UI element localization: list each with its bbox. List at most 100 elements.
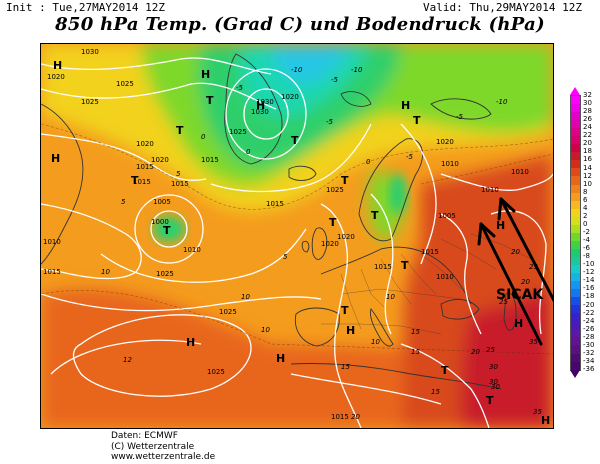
temp-label: 15 xyxy=(431,388,440,396)
colorbar-tick-label: 12 xyxy=(583,171,592,180)
border-5 xyxy=(420,253,462,290)
isobar-label: 1015 xyxy=(171,180,189,188)
low-center-5: T xyxy=(291,134,299,147)
isobar-label: 1030 xyxy=(256,98,274,106)
isobar-label: 1020 xyxy=(337,233,355,241)
coast-novaya-zemlya xyxy=(430,98,492,120)
low-center-8: T xyxy=(329,216,337,229)
colorbar-tick-label: -36 xyxy=(583,365,595,373)
coast-scandinavia xyxy=(358,138,423,242)
temp-label: 20 xyxy=(351,413,360,421)
colorbar-segment xyxy=(571,313,580,322)
temp-label: 0 xyxy=(201,133,206,141)
colorbar-tick-label: 4 xyxy=(583,203,588,212)
isobar-label: 1025 xyxy=(207,368,225,376)
colorbar-segment xyxy=(571,96,580,105)
temperature-labels: -10 -5 -10 -5 0 5 10 15 20 25 30 35 -5 0… xyxy=(101,66,542,421)
colorbar-segment xyxy=(571,361,580,370)
temp-label: 20 xyxy=(511,248,520,256)
colorbar-tick-label: -4 xyxy=(583,236,590,245)
isobar-1 xyxy=(41,57,272,75)
high-center-7: H xyxy=(276,352,285,365)
colorbar-tick-label: -34 xyxy=(583,356,595,365)
colorbar-tick-label: 14 xyxy=(583,163,592,172)
colorbar-tick-label: -16 xyxy=(583,284,595,293)
temp-label: 10 xyxy=(261,326,270,334)
colorbar-tick-label: 16 xyxy=(583,155,592,164)
isobar-3 xyxy=(41,133,207,181)
temp-label: -10 xyxy=(291,66,303,74)
colorbar-tick-label: 18 xyxy=(583,147,592,156)
colorbar-tick-label: -32 xyxy=(583,348,595,357)
colorbar-arrow-down xyxy=(570,370,580,378)
credits-website: www.wetterzentrale.de xyxy=(111,452,216,462)
isobar-high-1025 xyxy=(72,314,252,397)
isobar-greenland-high-inner xyxy=(243,88,289,140)
isobar-5 xyxy=(100,228,307,283)
low-center-1: T xyxy=(163,224,171,237)
high-center-3: H xyxy=(256,99,265,112)
low-center-12: T xyxy=(486,394,494,407)
temp-zone-low-green xyxy=(153,216,185,242)
temp-label: 30 xyxy=(491,383,500,391)
coast-ireland xyxy=(301,240,310,253)
isobar-12 xyxy=(440,173,553,191)
low-center-13: T xyxy=(441,364,449,377)
border-3 xyxy=(380,258,412,305)
colorbar-tick-label: 10 xyxy=(583,179,592,188)
colorbar-segment xyxy=(571,264,580,274)
isobar-9 xyxy=(320,203,362,428)
isobar-10 xyxy=(370,193,394,335)
temp-label: -5 xyxy=(456,113,464,121)
isobar-greenland-high xyxy=(225,68,307,160)
isobar-8 xyxy=(210,123,372,193)
high-center-4: H xyxy=(401,99,410,112)
temp-contour-15 xyxy=(41,290,553,355)
isobar-label: 1010 xyxy=(481,186,499,194)
isobar-label: 1000 xyxy=(151,218,169,226)
isobar-label: 1010 xyxy=(436,273,454,281)
colorbar-tick-label: -30 xyxy=(583,340,595,349)
colorbar-segment xyxy=(571,120,580,129)
isobar-16 xyxy=(290,373,442,405)
isobar-label: 1015 xyxy=(421,248,439,256)
isobar-4 xyxy=(41,203,142,280)
temp-label: -10 xyxy=(496,98,508,106)
colorbar-segment xyxy=(571,152,580,161)
colorbar-segment xyxy=(571,216,580,225)
colorbar-tick-label: 20 xyxy=(583,139,592,148)
isobar-label: 1015 xyxy=(201,156,219,164)
border-4 xyxy=(400,253,437,295)
isobar-11 xyxy=(400,123,437,265)
isobar-label: 1020 xyxy=(136,140,154,148)
temp-label: 25 xyxy=(499,298,508,306)
low-center-4: T xyxy=(176,124,184,137)
colorbar-segment xyxy=(571,289,580,298)
temp-label: 10 xyxy=(386,293,395,301)
temp-label: 15 xyxy=(411,328,420,336)
isobar-13 xyxy=(440,213,482,335)
colorbar-tick-label: 6 xyxy=(583,195,588,204)
temp-label: 10 xyxy=(371,338,380,346)
colorbar-segment xyxy=(571,240,580,249)
colorbar-tick-label: 26 xyxy=(583,115,592,124)
weather-map: H H H H H H H H H H H T T T T T T T T T … xyxy=(40,43,554,429)
isobar-label: 1020 xyxy=(151,156,169,164)
low-center-7: T xyxy=(341,174,349,187)
temp-label: 35 xyxy=(529,338,538,346)
isobar-15 xyxy=(400,343,490,428)
high-center-6: H xyxy=(186,336,195,349)
isobar-6 xyxy=(41,293,322,312)
colorbar-segment xyxy=(571,112,580,121)
colorbar-tick-label: 24 xyxy=(583,123,592,132)
isobar-2 xyxy=(41,82,277,110)
colorbar-segment xyxy=(571,160,580,169)
temp-label: -10 xyxy=(351,66,363,74)
low-center-11: T xyxy=(401,259,409,272)
colorbar-segment xyxy=(571,256,580,265)
isobar-low-1000 xyxy=(150,210,188,248)
isobar-labels: 1030 1020 1025 1030 1025 1020 1030 1025 … xyxy=(43,48,529,421)
isobar-label: 1015 xyxy=(374,263,392,271)
isobar-label: 1010 xyxy=(43,238,61,246)
arrow-shaft-1 xyxy=(479,222,543,346)
